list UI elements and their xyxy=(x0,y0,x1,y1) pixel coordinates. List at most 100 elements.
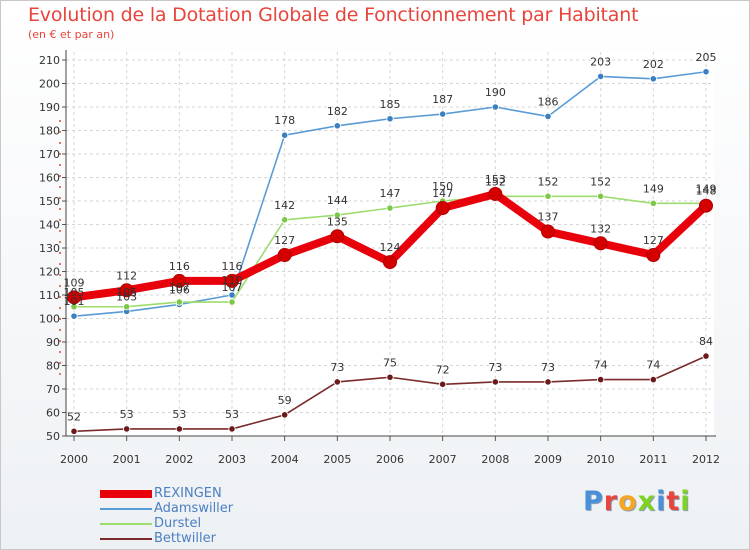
y-tick-label: 150 xyxy=(39,195,60,208)
x-tick-label: 2005 xyxy=(323,453,351,466)
data-point-bettwiller xyxy=(228,425,236,433)
data-point-adamswiller xyxy=(70,312,78,320)
data-point-bettwiller xyxy=(597,375,605,384)
y-tick-label: 120 xyxy=(39,266,60,279)
data-point-adamswiller xyxy=(544,112,552,121)
data-label-durstel: 150 xyxy=(432,180,453,193)
data-point-durstel xyxy=(333,211,341,219)
legend-swatch-bettwiller xyxy=(100,537,152,540)
data-point-durstel xyxy=(228,298,236,306)
logo-letter: t xyxy=(666,486,681,517)
data-label-adamswiller: 101 xyxy=(64,295,85,308)
data-label-rexingen: 112 xyxy=(116,269,137,282)
x-tick-label: 2010 xyxy=(587,453,615,466)
data-label-bettwiller: 53 xyxy=(225,408,239,421)
data-label-adamswiller: 110 xyxy=(222,274,243,287)
data-label-bettwiller: 73 xyxy=(488,361,502,374)
data-label-rexingen: 132 xyxy=(590,222,611,235)
x-tick-label: 2002 xyxy=(165,453,193,466)
y-tick-label: 70 xyxy=(46,383,60,396)
data-point-rexingen xyxy=(488,186,503,201)
data-point-rexingen xyxy=(541,224,555,239)
data-label-rexingen: 109 xyxy=(64,276,85,289)
logo-letter: i xyxy=(656,486,667,517)
y-tick-label: 130 xyxy=(39,242,60,255)
y-tick-label: 160 xyxy=(39,172,60,185)
data-point-bettwiller xyxy=(439,380,447,388)
data-label-rexingen: 116 xyxy=(169,260,190,273)
data-point-rexingen xyxy=(119,283,134,298)
data-point-adamswiller xyxy=(228,291,236,299)
data-point-durstel xyxy=(649,199,657,207)
data-label-bettwiller: 84 xyxy=(699,335,713,348)
legend-swatch-durstel xyxy=(100,522,152,525)
x-tick-label: 2008 xyxy=(481,453,509,466)
data-label-durstel: 105 xyxy=(64,286,85,299)
data-point-bettwiller xyxy=(175,425,183,433)
x-tick-label: 2011 xyxy=(639,453,667,466)
data-point-bettwiller xyxy=(544,378,552,386)
logo-letter: i xyxy=(680,486,691,517)
data-point-adamswiller xyxy=(597,72,605,81)
proxiti-logo: Proxiti xyxy=(583,486,691,517)
x-tick-label: 2003 xyxy=(218,453,246,466)
data-label-rexingen: 116 xyxy=(222,260,243,273)
chart-title: Evolution de la Dotation Globale de Fonc… xyxy=(28,4,639,26)
y-tick-label: 50 xyxy=(46,430,60,443)
y-tick-label: 200 xyxy=(39,78,60,91)
data-label-bettwiller: 52 xyxy=(67,410,81,423)
data-label-rexingen: 127 xyxy=(274,234,295,247)
x-tick-label: 2007 xyxy=(429,453,457,466)
data-point-rexingen xyxy=(172,273,187,288)
data-point-bettwiller xyxy=(281,411,289,419)
data-label-adamswiller: 203 xyxy=(590,55,611,68)
data-point-adamswiller xyxy=(702,68,710,76)
data-label-durstel: 107 xyxy=(222,281,243,294)
data-label-bettwiller: 74 xyxy=(646,359,660,372)
data-point-durstel xyxy=(544,192,552,200)
data-label-adamswiller: 106 xyxy=(169,283,190,296)
data-point-durstel xyxy=(175,298,183,306)
data-label-adamswiller: 103 xyxy=(116,290,137,303)
data-label-bettwiller: 73 xyxy=(330,361,344,374)
data-label-adamswiller: 190 xyxy=(485,86,506,99)
data-point-rexingen xyxy=(330,229,345,244)
data-label-durstel: 152 xyxy=(590,175,611,188)
data-point-durstel xyxy=(281,216,289,224)
y-tick-label: 210 xyxy=(39,54,60,67)
y-tick-label: 140 xyxy=(39,219,60,232)
data-label-bettwiller: 73 xyxy=(541,361,555,374)
x-tick-label: 2012 xyxy=(692,453,720,466)
data-point-bettwiller xyxy=(702,352,710,360)
chart-subtitle: (en € et par an) xyxy=(28,28,115,41)
data-label-durstel: 149 xyxy=(643,182,664,195)
data-label-bettwiller: 75 xyxy=(383,356,397,369)
data-label-adamswiller: 182 xyxy=(327,105,348,118)
data-label-bettwiller: 74 xyxy=(594,359,608,372)
data-point-rexingen xyxy=(699,198,713,213)
y-tick-label: 80 xyxy=(46,360,60,373)
data-label-bettwiller: 53 xyxy=(172,408,186,421)
data-label-durstel: 149 xyxy=(696,182,717,195)
x-tick-label: 2006 xyxy=(376,453,404,466)
data-point-adamswiller xyxy=(649,75,657,83)
data-point-durstel xyxy=(123,303,131,311)
x-tick-label: 2001 xyxy=(113,453,141,466)
data-point-rexingen xyxy=(646,248,661,263)
logo-letter: o xyxy=(618,486,638,517)
data-point-rexingen xyxy=(593,236,608,251)
data-label-durstel: 152 xyxy=(485,175,506,188)
data-label-durstel: 147 xyxy=(380,187,401,200)
data-label-bettwiller: 59 xyxy=(278,394,292,407)
data-label-durstel: 144 xyxy=(327,194,348,207)
x-tick-label: 2004 xyxy=(271,453,299,466)
legend-label-durstel: Durstel xyxy=(154,516,202,531)
legend-label-rexingen: REXINGEN xyxy=(154,486,222,501)
data-point-adamswiller xyxy=(386,115,394,123)
y-tick-label: 180 xyxy=(39,125,60,138)
data-point-bettwiller xyxy=(649,375,657,384)
data-label-rexingen: 137 xyxy=(538,211,559,224)
data-label-bettwiller: 72 xyxy=(436,363,450,376)
y-tick-label: 90 xyxy=(46,336,60,349)
